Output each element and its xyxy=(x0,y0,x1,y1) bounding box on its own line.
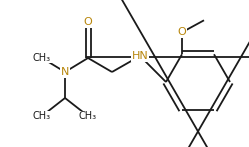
Text: HN: HN xyxy=(132,51,148,61)
Text: CH₃: CH₃ xyxy=(33,111,51,121)
Text: O: O xyxy=(178,27,186,37)
Text: N: N xyxy=(61,67,69,77)
Text: CH₃: CH₃ xyxy=(33,53,51,63)
Text: O: O xyxy=(84,17,92,27)
Text: CH₃: CH₃ xyxy=(79,111,97,121)
